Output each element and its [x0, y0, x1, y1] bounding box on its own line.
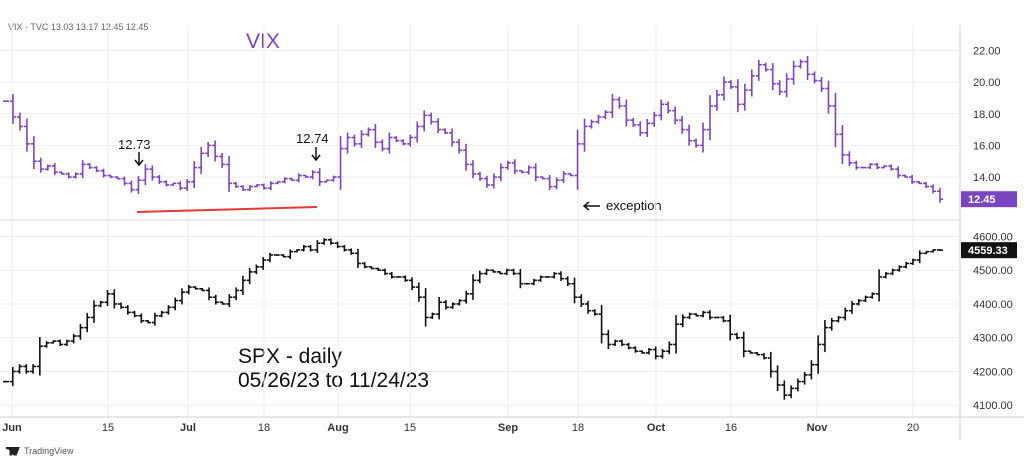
tradingview-icon [6, 446, 20, 456]
spx-ytick-label: 4600.00 [973, 231, 1013, 243]
xtick-label: Nov [807, 422, 829, 434]
xtick-label: 15 [404, 422, 416, 434]
brand-text: TradingView [24, 446, 74, 456]
spx-last-value-badge [961, 242, 1017, 259]
vix-support-line [136, 206, 318, 213]
xtick-label: 18 [572, 422, 584, 434]
xtick-label: Jun [2, 422, 22, 434]
vix-ytick-label: 16.00 [973, 140, 1001, 152]
xtick-label: 16 [725, 422, 737, 434]
xtick-label: 15 [102, 422, 114, 434]
vix-ytick-label: 20.00 [973, 77, 1001, 89]
xtick-label: Jul [180, 422, 196, 434]
spx-ytick-label: 4300.00 [973, 333, 1013, 345]
xtick-label: Oct [647, 422, 666, 434]
spx-ytick-label: 4200.00 [973, 366, 1013, 378]
tradingview-logo: TradingView [6, 446, 74, 456]
spx-date-range: 05/26/23 to 11/24/23 [238, 369, 430, 392]
vix-ytick-label: 14.00 [973, 172, 1001, 184]
xtick-label: 20 [907, 422, 919, 434]
xtick-label: Aug [327, 422, 348, 434]
vix-ytick-label: 18.00 [973, 109, 1001, 121]
spx-ytick-label: 4400.00 [973, 299, 1013, 311]
vix-annotation-1273: 12.73 [118, 137, 151, 152]
symbol-header: VIX · TVC 13.03 13.17 12.45 12.45 [8, 22, 149, 32]
vix-ytick-label: 22.00 [973, 46, 1001, 58]
vix-title: VIX [246, 30, 280, 53]
xtick-label: 18 [258, 422, 270, 434]
spx-last-value-text: 4559.33 [968, 245, 1008, 257]
spx-ytick-label: 4500.00 [973, 265, 1013, 277]
vix-arrow-exception-head [582, 201, 590, 211]
vix-annotation-1274: 12.74 [296, 131, 329, 146]
vix-last-value-badge [961, 191, 1017, 208]
vix-annotation-exception: exception [606, 198, 662, 213]
vix-last-value-text: 12.45 [968, 194, 996, 206]
vix-arrow-1274-head [311, 154, 321, 162]
xtick-label: Sep [498, 422, 518, 434]
spx-ytick-label: 4100.00 [973, 400, 1013, 412]
vix-arrow-1273-head [134, 159, 144, 167]
